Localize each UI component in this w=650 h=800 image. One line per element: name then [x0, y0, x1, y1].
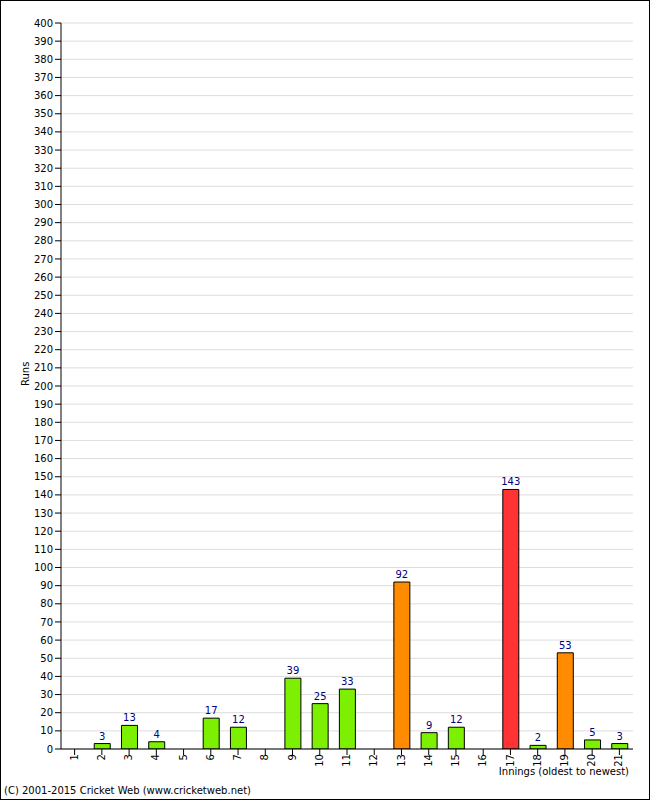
- svg-text:17: 17: [505, 754, 516, 767]
- svg-text:2: 2: [535, 732, 541, 743]
- svg-text:2: 2: [96, 754, 107, 760]
- svg-text:80: 80: [40, 598, 53, 609]
- svg-text:360: 360: [34, 90, 53, 101]
- svg-text:150: 150: [34, 471, 53, 482]
- svg-text:110: 110: [34, 544, 53, 555]
- svg-text:18: 18: [532, 754, 543, 767]
- svg-text:11: 11: [341, 754, 352, 767]
- svg-text:310: 310: [34, 181, 53, 192]
- svg-text:14: 14: [423, 754, 434, 767]
- svg-text:400: 400: [34, 18, 53, 29]
- svg-text:4: 4: [150, 754, 161, 760]
- svg-text:19: 19: [559, 754, 570, 767]
- svg-text:12: 12: [450, 714, 463, 725]
- svg-text:210: 210: [34, 362, 53, 373]
- svg-text:340: 340: [34, 126, 53, 137]
- svg-text:320: 320: [34, 163, 53, 174]
- svg-text:3: 3: [617, 731, 623, 742]
- svg-text:200: 200: [34, 381, 53, 392]
- svg-text:300: 300: [34, 199, 53, 210]
- svg-text:370: 370: [34, 72, 53, 83]
- svg-text:92: 92: [395, 569, 408, 580]
- svg-text:60: 60: [40, 635, 53, 646]
- html-text:(C) 2001-2015 Cricket Web (www: (C) 2001-2015 Cricket Web (www.cricketwe…: [4, 785, 251, 796]
- svg-text:16: 16: [477, 754, 488, 767]
- svg-text:8: 8: [259, 754, 270, 760]
- svg-text:15: 15: [450, 754, 461, 767]
- svg-text:20: 20: [40, 707, 53, 718]
- svg-text:1: 1: [69, 754, 80, 760]
- svg-text:Runs: Runs: [20, 362, 31, 386]
- svg-text:350: 350: [34, 108, 53, 119]
- svg-text:39: 39: [287, 665, 300, 676]
- svg-text:140: 140: [34, 489, 53, 500]
- svg-text:13: 13: [123, 712, 136, 723]
- svg-text:6: 6: [205, 754, 216, 760]
- svg-text:10: 10: [40, 725, 53, 736]
- svg-text:260: 260: [34, 272, 53, 283]
- svg-text:53: 53: [559, 640, 572, 651]
- svg-text:390: 390: [34, 36, 53, 47]
- svg-text:12: 12: [368, 754, 379, 767]
- svg-text:5: 5: [178, 754, 189, 760]
- svg-text:120: 120: [34, 526, 53, 537]
- svg-text:7: 7: [232, 754, 243, 760]
- html-text:Innings (oldest to newest): Innings (oldest to newest): [498, 766, 629, 777]
- svg-text:3: 3: [123, 754, 134, 760]
- svg-text:33: 33: [341, 676, 354, 687]
- svg-text:17: 17: [205, 705, 218, 716]
- svg-text:40: 40: [40, 671, 53, 682]
- svg-text:170: 170: [34, 435, 53, 446]
- svg-text:10: 10: [314, 754, 325, 767]
- svg-text:290: 290: [34, 217, 53, 228]
- svg-text:160: 160: [34, 453, 53, 464]
- svg-text:5: 5: [589, 727, 595, 738]
- svg-text:380: 380: [34, 54, 53, 65]
- svg-text:280: 280: [34, 235, 53, 246]
- svg-text:240: 240: [34, 308, 53, 319]
- svg-text:330: 330: [34, 145, 53, 156]
- svg-text:90: 90: [40, 580, 53, 591]
- svg-text:20: 20: [586, 754, 597, 767]
- svg-text:270: 270: [34, 254, 53, 265]
- svg-text:220: 220: [34, 344, 53, 355]
- svg-text:250: 250: [34, 290, 53, 301]
- svg-text:25: 25: [314, 691, 327, 702]
- svg-text:190: 190: [34, 399, 53, 410]
- svg-text:9: 9: [426, 720, 432, 731]
- svg-text:3: 3: [99, 731, 105, 742]
- svg-text:130: 130: [34, 508, 53, 519]
- svg-text:70: 70: [40, 617, 53, 628]
- svg-text:230: 230: [34, 326, 53, 337]
- svg-text:50: 50: [40, 653, 53, 664]
- svg-text:12: 12: [232, 714, 245, 725]
- svg-text:0: 0: [47, 744, 53, 755]
- svg-text:21: 21: [613, 754, 624, 767]
- svg-text:100: 100: [34, 562, 53, 573]
- svg-text:9: 9: [287, 754, 298, 760]
- svg-text:4: 4: [154, 729, 160, 740]
- svg-text:13: 13: [396, 754, 407, 767]
- svg-text:30: 30: [40, 689, 53, 700]
- svg-text:180: 180: [34, 417, 53, 428]
- svg-text:143: 143: [501, 476, 520, 487]
